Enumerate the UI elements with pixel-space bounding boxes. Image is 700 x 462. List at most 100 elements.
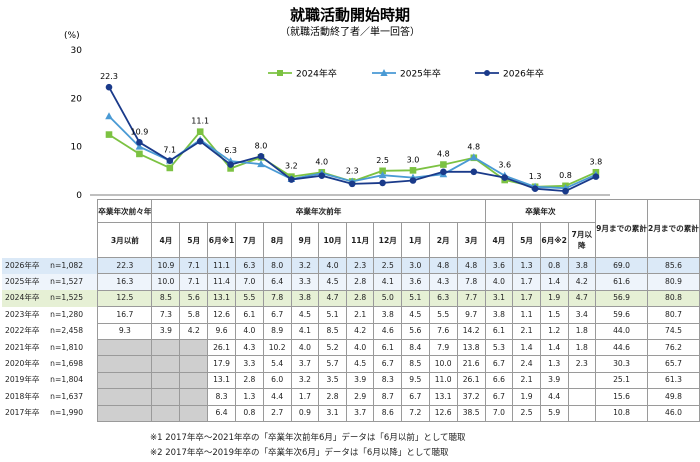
table-cell: 3.5 [318,371,347,390]
legend: 2024年卒 2025年卒 2026年卒 [268,68,544,80]
header-month: 8月 [262,222,292,258]
table-cell: 80.9 [646,273,700,291]
table-cell: 3.8 [567,256,597,275]
table-cell: 2.4 [512,355,541,373]
header-month: 1月 [401,222,430,258]
table-cell: 4.0 [235,322,264,340]
y-axis-ticks: 0 10 20 30 [71,46,610,200]
data-point [288,176,295,183]
table-cell: 7.3 [151,306,181,324]
table-cell [179,338,209,357]
header-month: 10月 [318,222,347,258]
table-cell: 6.7 [373,355,403,373]
table-cell: 16.3 [97,273,153,291]
table-cell: 11.1 [207,256,237,275]
data-label: 3.2 [285,162,298,171]
table-cell: 3.8 [373,306,403,324]
data-point [166,157,174,164]
table-cell: 4.6 [373,322,403,340]
data-label: 11.1 [191,117,209,126]
table-cell: 4.1 [290,322,320,340]
data-point [318,172,326,179]
table-cell [179,388,209,406]
table-cell: 2.7 [262,404,292,422]
table-cell [179,404,209,422]
row-year-label: 2023年卒 [5,309,40,319]
table-cell: 1.9 [512,388,541,406]
legend-marker [277,70,283,76]
row-sample-size: n=1,082 [48,257,98,274]
table-cell: 8.6 [373,404,403,422]
table-cell: 17.9 [207,355,237,373]
table-cell: 4.7 [567,289,597,308]
data-point [531,185,539,193]
data-label: 1.3 [529,172,542,181]
table-cell: 38.5 [456,404,486,422]
table-cell: 4.8 [428,256,458,275]
table-cell: 8.7 [373,388,403,406]
table-cell: 80.7 [646,306,700,324]
row-sample-size: n=2,458 [50,326,84,336]
header-cumulative-sep: 9月までの累計 [595,199,648,258]
table-cell: 3.9 [151,322,181,340]
header-month: 6月※1 [207,222,237,258]
header-month: 3月 [456,222,486,258]
table-cell: 3.2 [290,256,320,275]
chart-title: 就職活動開始時期 [290,6,410,24]
table-cell: 14.2 [456,322,486,340]
row-year-label: 2024年卒 [2,290,49,307]
table-cell: 1.8 [567,322,597,340]
row-year-label: 2025年卒 [2,273,49,291]
data-labels: 22.3 10.9 7.1 11.1 6.3 8.0 3.2 4.0 2.3 2.5 3.0 4.8 4… [100,72,602,181]
data-point [379,167,386,175]
data-point [257,153,265,160]
table-cell: 4.0 [484,273,514,291]
table-cell: 46.0 [646,404,700,422]
table-cell: 3.8 [484,306,514,324]
table-cell: 5.5 [428,306,458,324]
row-sample-size: n=1,810 [50,342,84,352]
table-cell: 0.9 [290,404,320,422]
table-cell: 3.7 [345,404,375,422]
table-cell: 3.8 [290,289,320,308]
table-row: 2026年卒 n=1,082 22.3 10.9 7.1 11.1 6.3 8.0 3.2 4.0… [2,256,700,275]
y-tick-label: 10 [71,143,83,153]
data-point [105,131,113,138]
table-cell [567,388,597,406]
table-row: 2021年卒 n=1,810 26.1 4.3 10.2 4.0 5.2 4.0 6.1 8.4 7… [2,338,700,357]
header-month: 12月 [373,222,403,258]
table-cell: 7.8 [262,289,292,308]
series-lines [105,83,600,195]
data-point [409,167,417,174]
table-cell: 13.8 [456,338,486,357]
table-row: 2025年卒 n=1,527 16.3 10.0 7.1 11.4 7.0 6.4 3.3 4.5… [2,273,700,291]
table-cell [97,355,153,373]
data-point [196,138,204,145]
table-cell: 3.2 [290,371,320,390]
table-cell: 5.1 [318,306,347,324]
data-point [227,161,234,168]
data-point [592,173,600,180]
table-cell: 1.9 [539,289,569,308]
table-cell: 2.5 [373,256,403,275]
table-cell: 3.3 [235,355,264,373]
table-cell: 69.0 [595,256,648,275]
legend-label: 2026年卒 [503,68,544,80]
table-cell: 6.7 [484,355,514,373]
table-cell: 3.1 [318,404,347,422]
header-group-grad: 卒業年次 [484,199,597,223]
table-row: 2020年卒 n=1,698 17.9 3.3 5.4 3.7 5.7 4.5 6.7 8.5 10… [2,355,700,373]
header-blank [2,200,98,258]
table-cell: 4.0 [318,256,347,275]
table-cell: 10.8 [595,404,648,422]
table-cell: 6.6 [484,371,514,390]
header-month: 4月 [151,222,181,258]
data-label: 2.3 [346,166,359,175]
table-row: 2018年卒 n=1,637 8.3 1.3 4.4 1.7 2.8 2.9 8.7 6.7 13.… [2,388,700,406]
data-point [379,179,386,187]
header-group-prev: 卒業年次前年 [151,199,486,223]
table-cell: 12.6 [207,306,237,324]
table-cell: 4.2 [567,273,597,291]
table-cell: 2.3 [567,355,597,373]
table-cell: 37.2 [456,388,486,406]
